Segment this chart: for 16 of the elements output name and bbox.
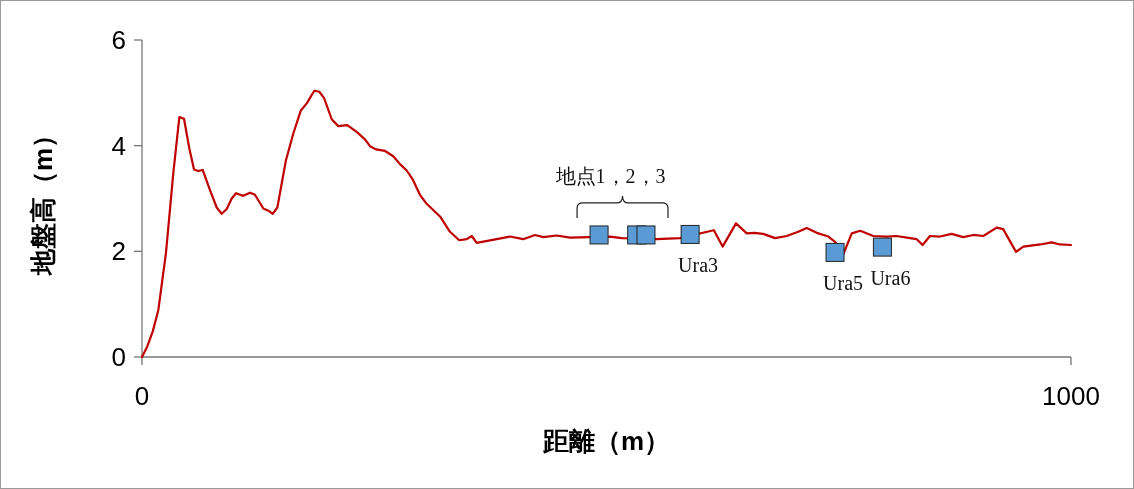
y-tick-label: 4 bbox=[111, 130, 126, 161]
point bbox=[680, 224, 700, 244]
y-axis-title: 地盤高（m） bbox=[28, 121, 58, 277]
annotation: 地点1，2，3 bbox=[554, 164, 666, 187]
y-tick-label: 0 bbox=[111, 342, 126, 372]
annotation: Ura3 bbox=[678, 254, 719, 277]
point bbox=[872, 237, 892, 257]
y-tick-label: 6 bbox=[111, 25, 126, 55]
annotation: Ura6 bbox=[870, 267, 911, 290]
x-axis-title: 距離（m） bbox=[541, 426, 671, 456]
x-tick-label: 1000 bbox=[1042, 381, 1100, 411]
point bbox=[825, 242, 845, 262]
point bbox=[589, 225, 609, 245]
annotation: Ura5 bbox=[823, 272, 864, 295]
y-tick-label: 2 bbox=[111, 236, 126, 267]
point bbox=[636, 225, 656, 245]
